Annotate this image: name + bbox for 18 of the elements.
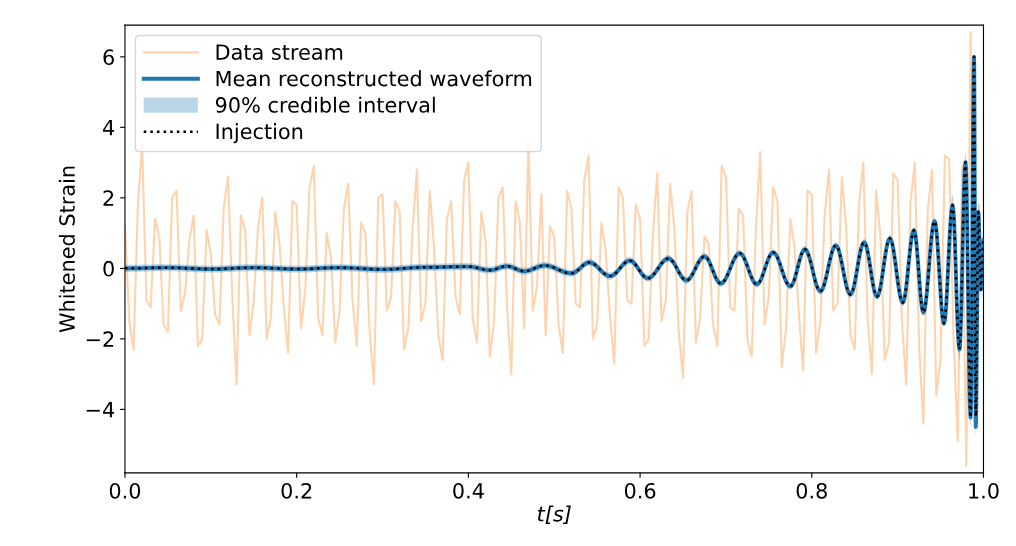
y-tick-label: 0 — [103, 260, 114, 277]
x-tick-label: 0.2 — [281, 482, 312, 499]
annotation: 90% credible interval — [215, 96, 435, 113]
y-tick-label: −2 — [86, 331, 114, 347]
x-tick-label: 1.0 — [969, 482, 999, 499]
y-tick-label: 4 — [103, 120, 115, 136]
x-tick-label: 0.4 — [453, 482, 484, 499]
x-tick-label: 0.6 — [624, 482, 656, 499]
y-tick-label: −4 — [86, 402, 115, 418]
x-tick-label: 0.8 — [796, 482, 827, 499]
legend-label: Injection — [216, 123, 303, 144]
x-tick-label: 0.0 — [109, 482, 141, 499]
legend-label: Data stream — [216, 44, 343, 60]
y-tick-label: 2 — [103, 190, 114, 206]
y-axis-title: Whitened Strain — [58, 166, 75, 333]
y-tick-label: 6 — [103, 49, 114, 66]
x-axis-title: t[s] — [537, 505, 571, 525]
legend-label: Mean reconstructed waveform — [216, 70, 532, 87]
